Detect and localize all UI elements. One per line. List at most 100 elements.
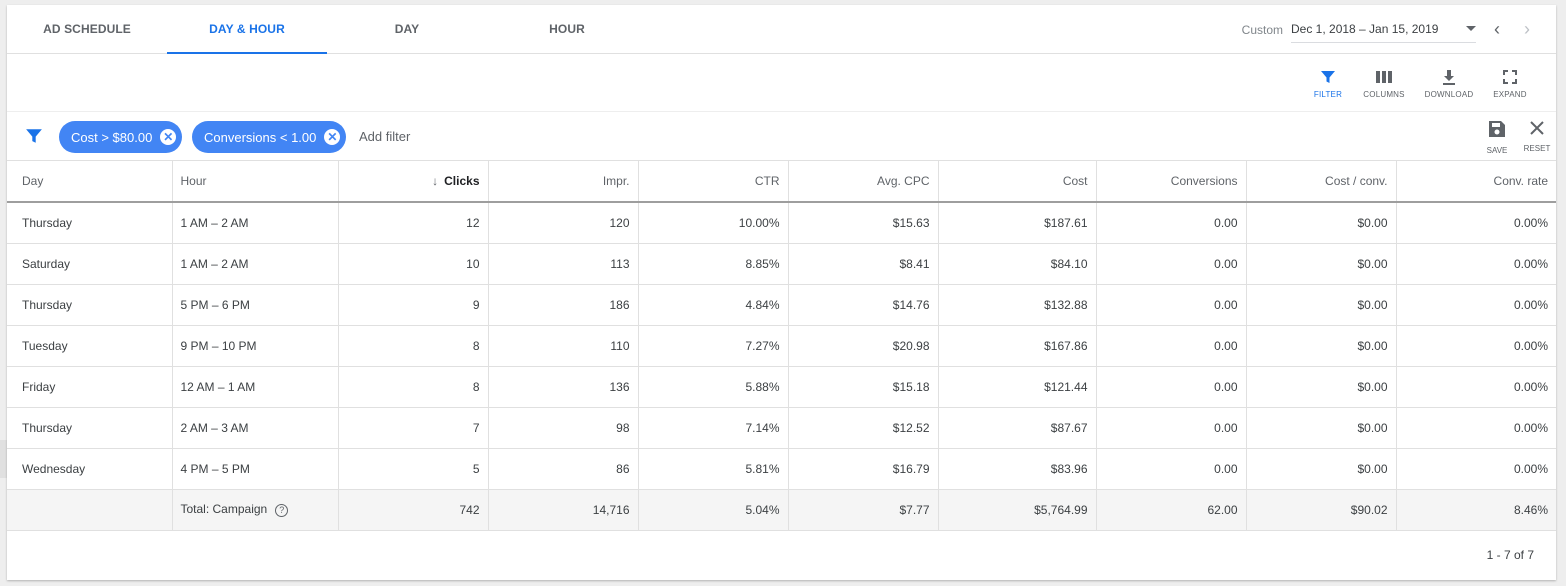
tab-ad-schedule[interactable]: AD SCHEDULE: [43, 22, 131, 36]
table-row: Tuesday 9 PM – 10 PM 8 110 7.27% $20.98 $167.8…: [7, 325, 1556, 367]
tab-bar: AD SCHEDULE DAY & HOUR DAY HOUR Custom D…: [7, 5, 1556, 54]
close-icon: [1517, 120, 1557, 141]
table-cell: 1 AM – 2 AM: [172, 243, 339, 285]
table-cell: 10: [338, 243, 489, 285]
table-cell: 0.00%: [1396, 202, 1556, 244]
table-cell: $14.76: [788, 284, 939, 326]
save-label: SAVE: [1486, 146, 1508, 155]
filter-chip-label: Cost > $80.00: [71, 129, 153, 145]
table-cell: Thursday: [7, 407, 173, 449]
columns-label: COLUMNS: [1363, 90, 1405, 99]
total-cell: 8.46%: [1396, 489, 1556, 531]
chevron-left-icon[interactable]: ‹: [1494, 19, 1500, 39]
divider: [7, 111, 1556, 112]
table-row: Saturday 1 AM – 2 AM 10 113 8.85% $8.41 $84.10…: [7, 243, 1556, 285]
column-header-ctr[interactable]: CTR: [638, 161, 789, 203]
table-cell: 0.00: [1096, 325, 1247, 367]
table-cell: 8: [338, 325, 489, 367]
filter-label: FILTER: [1313, 90, 1343, 99]
filter-icon[interactable]: [25, 127, 43, 150]
column-header-conversions[interactable]: Conversions: [1096, 161, 1247, 203]
filter-chip-conversions[interactable]: Conversions < 1.00 ✕: [192, 121, 347, 153]
table-cell: $84.10: [938, 243, 1097, 285]
column-header-conv-rate[interactable]: Conv. rate: [1396, 161, 1556, 203]
tab-day[interactable]: DAY: [394, 22, 420, 36]
column-header-hour[interactable]: Hour: [172, 161, 339, 203]
column-header-cost[interactable]: Cost: [938, 161, 1097, 203]
tab-day-and-hour[interactable]: DAY & HOUR: [167, 5, 327, 54]
table-cell: 0.00%: [1396, 448, 1556, 490]
table-cell: 0.00: [1096, 448, 1247, 490]
table-cell: Friday: [7, 366, 173, 408]
tab-hour[interactable]: HOUR: [549, 22, 585, 36]
total-cell: 14,716: [488, 489, 639, 531]
total-cell: $90.02: [1246, 489, 1397, 531]
table-row: Thursday 1 AM – 2 AM 12 120 10.00% $15.63 $187…: [7, 202, 1556, 244]
table-cell: $0.00: [1246, 284, 1397, 326]
table-cell: 5: [338, 448, 489, 490]
total-cell: $7.77: [788, 489, 939, 531]
total-label: Total: Campaign: [180, 502, 268, 517]
table-header-row: Day Hour ↓ Clicks Impr. CTR Avg. CPC Cost…: [7, 161, 1556, 203]
sort-down-arrow-icon: ↓: [432, 174, 439, 188]
filter-chip-label: Conversions < 1.00: [204, 129, 317, 145]
reset-button[interactable]: RESET: [1517, 120, 1557, 153]
table-cell: $0.00: [1246, 243, 1397, 285]
table-cell: 5.81%: [638, 448, 789, 490]
table-row: Friday 12 AM – 1 AM 8 136 5.88% $15.18 $121.44…: [7, 366, 1556, 408]
table-cell: $8.41: [788, 243, 939, 285]
table-cell: 5.88%: [638, 366, 789, 408]
table-cell: 0.00: [1096, 407, 1247, 449]
reset-label: RESET: [1523, 144, 1551, 153]
table-cell: 1 AM – 2 AM: [172, 202, 339, 244]
table-cell: 98: [488, 407, 639, 449]
expand-label: EXPAND: [1493, 90, 1527, 99]
close-icon[interactable]: ✕: [160, 129, 177, 145]
table-cell: 120: [488, 202, 639, 244]
total-cell: $5,764.99: [938, 489, 1097, 531]
table-cell: 7.27%: [638, 325, 789, 367]
column-header-clicks[interactable]: ↓ Clicks: [338, 161, 489, 203]
date-range-dropdown[interactable]: Dec 1, 2018 – Jan 15, 2019: [1291, 17, 1476, 43]
column-header-day[interactable]: Day: [7, 161, 173, 203]
table-cell: 2 AM – 3 AM: [172, 407, 339, 449]
total-cell: 742: [338, 489, 489, 531]
save-button[interactable]: SAVE: [1477, 120, 1517, 155]
filter-icon: [1300, 64, 1356, 90]
download-button[interactable]: DOWNLOAD: [1421, 64, 1477, 99]
column-header-avg-cpc[interactable]: Avg. CPC: [788, 161, 939, 203]
table-cell: 110: [488, 325, 639, 367]
expand-button[interactable]: EXPAND: [1482, 64, 1538, 99]
columns-icon: [1356, 64, 1412, 90]
add-filter-button[interactable]: Add filter: [359, 129, 411, 144]
table-cell: 9: [338, 284, 489, 326]
column-header-cost-per-conv[interactable]: Cost / conv.: [1246, 161, 1397, 203]
filter-button[interactable]: FILTER: [1300, 64, 1356, 99]
total-cell: 5.04%: [638, 489, 789, 531]
table-row: Thursday 2 AM – 3 AM 7 98 7.14% $12.52 $87.67 0…: [7, 407, 1556, 449]
table-cell: 12 AM – 1 AM: [172, 366, 339, 408]
filter-chip-cost[interactable]: Cost > $80.00 ✕: [59, 121, 183, 153]
table-cell: 136: [488, 366, 639, 408]
table-cell: 0.00: [1096, 366, 1247, 408]
table-cell: 10.00%: [638, 202, 789, 244]
chevron-right-icon[interactable]: ›: [1524, 19, 1530, 39]
table-cell: $0.00: [1246, 407, 1397, 449]
report-table: Day Hour ↓ Clicks Impr. CTR Avg. CPC Cost…: [7, 161, 1556, 531]
table-cell: $15.63: [788, 202, 939, 244]
table-row: Wednesday 4 PM – 5 PM 5 86 5.81% $16.79 $83.96…: [7, 448, 1556, 490]
column-header-impressions[interactable]: Impr.: [488, 161, 639, 203]
pagination-text: 1 - 7 of 7: [1486, 548, 1534, 562]
close-icon[interactable]: ✕: [324, 129, 341, 145]
columns-button[interactable]: COLUMNS: [1356, 64, 1412, 99]
table-cell: $15.18: [788, 366, 939, 408]
table-cell: 0.00%: [1396, 407, 1556, 449]
table-cell: Thursday: [7, 202, 173, 244]
help-icon[interactable]: ?: [275, 503, 289, 517]
table-cell: 8.85%: [638, 243, 789, 285]
table-cell: Wednesday: [7, 448, 173, 490]
table-cell: Saturday: [7, 243, 173, 285]
table-cell: Thursday: [7, 284, 173, 326]
table-cell: 186: [488, 284, 639, 326]
total-cell: [7, 489, 173, 531]
